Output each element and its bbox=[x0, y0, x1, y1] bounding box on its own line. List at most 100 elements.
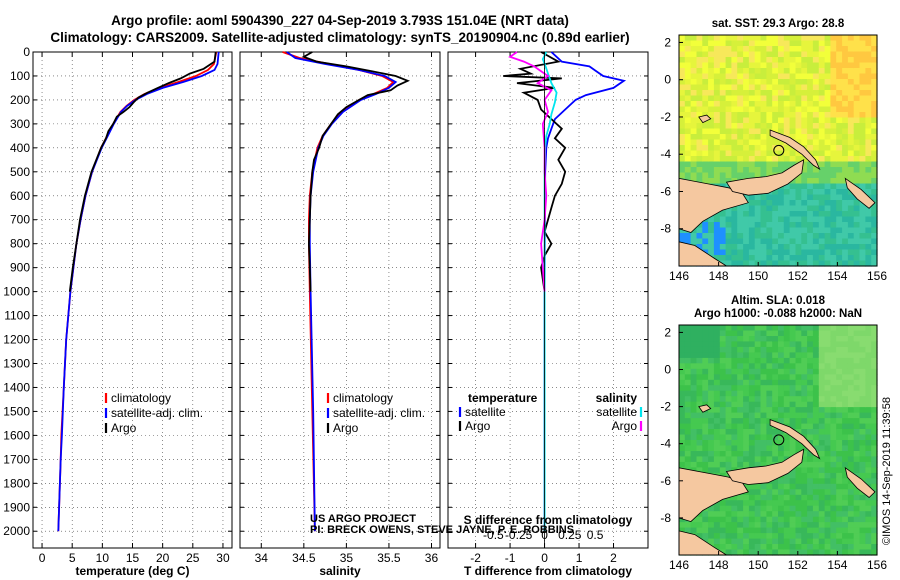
field-cell bbox=[795, 527, 802, 534]
field-cell bbox=[871, 483, 878, 490]
field-cell bbox=[865, 368, 872, 375]
field-cell bbox=[708, 172, 715, 179]
field-cell bbox=[760, 161, 767, 168]
field-cell bbox=[766, 238, 773, 245]
legend-label: Argo bbox=[111, 421, 137, 435]
field-cell bbox=[743, 233, 750, 240]
field-cell bbox=[719, 527, 727, 534]
field-cell bbox=[748, 145, 756, 152]
field-cell bbox=[708, 516, 715, 523]
field-cell bbox=[842, 396, 849, 403]
field-cell bbox=[865, 260, 872, 267]
field-cell bbox=[754, 233, 762, 240]
field-cell bbox=[865, 412, 872, 419]
field-cell bbox=[743, 434, 750, 441]
field-cell bbox=[795, 128, 802, 135]
field-cell bbox=[772, 390, 779, 397]
field-cell bbox=[702, 396, 709, 403]
x-tick-label: 25 bbox=[186, 551, 200, 565]
field-cell bbox=[713, 150, 721, 157]
field-cell bbox=[731, 172, 738, 179]
field-cell bbox=[708, 533, 715, 540]
field-cell bbox=[783, 549, 791, 556]
field-cell bbox=[748, 68, 756, 75]
field-cell bbox=[702, 222, 709, 229]
field-cell bbox=[748, 260, 756, 267]
field-cell bbox=[708, 40, 715, 47]
field-cell bbox=[801, 478, 808, 485]
field-cell bbox=[836, 79, 843, 86]
field-cell bbox=[871, 330, 878, 337]
sla_map-frame bbox=[678, 324, 878, 556]
field-cell bbox=[725, 79, 732, 86]
field-cell bbox=[737, 418, 744, 425]
field-cell bbox=[783, 511, 791, 518]
field-cell bbox=[865, 95, 872, 102]
field-cell bbox=[842, 440, 849, 447]
field-cell bbox=[795, 445, 802, 452]
field-cell bbox=[743, 401, 750, 408]
field-cell bbox=[812, 112, 820, 119]
field-cell bbox=[760, 451, 767, 458]
field-cell bbox=[778, 516, 785, 523]
field-cell bbox=[795, 390, 802, 397]
field-cell bbox=[778, 84, 785, 91]
field-cell bbox=[830, 456, 837, 463]
field-cell bbox=[789, 222, 796, 229]
field-cell bbox=[789, 123, 796, 130]
field-cell bbox=[812, 222, 820, 229]
field-cell bbox=[679, 363, 686, 370]
field-cell bbox=[842, 205, 849, 212]
field-cell bbox=[836, 238, 843, 245]
field-cell bbox=[818, 123, 826, 130]
field-cell bbox=[748, 527, 756, 534]
field-cell bbox=[754, 112, 762, 119]
field-cell bbox=[754, 161, 762, 168]
field-cell bbox=[696, 46, 703, 53]
field-cell bbox=[760, 84, 767, 91]
field-cell bbox=[818, 434, 826, 441]
field-cell bbox=[836, 379, 843, 386]
field-cell bbox=[783, 255, 791, 262]
field-cell bbox=[830, 73, 837, 80]
field-cell bbox=[679, 73, 686, 80]
x-tick-label: 5 bbox=[69, 551, 76, 565]
field-cell bbox=[713, 407, 721, 414]
field-cell bbox=[766, 440, 773, 447]
field-cell bbox=[713, 363, 721, 370]
field-cell bbox=[760, 533, 767, 540]
field-cell bbox=[859, 401, 866, 408]
field-cell bbox=[853, 79, 861, 86]
field-cell bbox=[812, 150, 820, 157]
field-cell bbox=[679, 167, 686, 174]
field-cell bbox=[679, 456, 686, 463]
field-cell bbox=[801, 418, 808, 425]
field-cell bbox=[836, 483, 843, 490]
field-cell bbox=[719, 429, 727, 436]
field-cell bbox=[778, 533, 785, 540]
field-cell bbox=[766, 385, 773, 392]
depth-tick-label: 1800 bbox=[3, 476, 30, 490]
field-cell bbox=[824, 62, 831, 69]
field-cell bbox=[679, 161, 686, 168]
field-cell bbox=[754, 352, 762, 359]
field-cell bbox=[748, 434, 756, 441]
field-cell bbox=[754, 374, 762, 381]
field-cell bbox=[743, 379, 750, 386]
field-cell bbox=[824, 249, 831, 256]
field-cell bbox=[807, 341, 814, 348]
field-cell bbox=[795, 418, 802, 425]
field-cell bbox=[708, 352, 715, 359]
field-cell bbox=[702, 90, 709, 97]
field-cell bbox=[702, 516, 709, 523]
field-cell bbox=[801, 533, 808, 540]
field-cell bbox=[783, 483, 791, 490]
field-cell bbox=[754, 222, 762, 229]
field-cell bbox=[696, 357, 703, 364]
x-tick-label: 154 bbox=[827, 269, 847, 283]
field-cell bbox=[731, 35, 738, 42]
field-cell bbox=[696, 412, 703, 419]
field-cell bbox=[737, 505, 744, 512]
field-cell bbox=[818, 379, 826, 386]
field-cell bbox=[847, 112, 855, 119]
